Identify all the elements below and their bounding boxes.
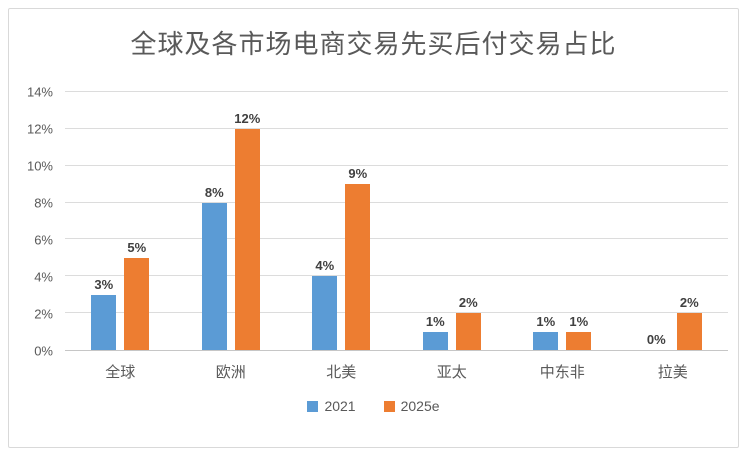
data-label: 0% xyxy=(646,332,666,347)
legend-item-2021: 2021 xyxy=(307,398,356,414)
legend-swatch xyxy=(383,400,395,412)
bar-slot: 9% xyxy=(345,92,371,350)
gridline xyxy=(65,127,728,129)
bar-slot: 2% xyxy=(676,92,702,350)
bar-slot: 8% xyxy=(201,92,227,350)
bar-2021 xyxy=(533,331,559,350)
bar-slot: 4% xyxy=(312,92,338,350)
bar-slot: 1% xyxy=(533,92,559,350)
data-label: 1% xyxy=(569,313,589,329)
y-tick-label: 8% xyxy=(34,195,53,211)
bar-groups: 3% 5% 8% 12% 4% 9% 1% 2% 1% 1% 0% 2% xyxy=(65,92,728,350)
bar-slot: 12% xyxy=(234,92,261,350)
y-tick-label: 10% xyxy=(26,158,53,174)
bar-slot: 0% xyxy=(644,92,669,350)
bar-2025e xyxy=(566,331,592,350)
bar-2025e xyxy=(124,257,150,350)
x-category-label: 拉美 xyxy=(657,364,688,381)
legend-label: 2025e xyxy=(400,398,440,414)
x-category-label: 中东非 xyxy=(539,364,585,381)
data-label: 12% xyxy=(234,110,261,126)
chart-figure: 全球及各市场电商交易先买后付交易占比 0% 2% 4% 6% 8% 10% 12% 14% 3… xyxy=(8,8,739,448)
bar-2021 xyxy=(201,202,227,350)
bar-group: 3% 5% xyxy=(65,92,176,350)
data-label: 3% xyxy=(94,276,114,292)
data-label: 5% xyxy=(127,239,147,255)
gridline xyxy=(65,275,728,277)
bar-slot: 2% xyxy=(455,92,481,350)
bar-slot: 1% xyxy=(422,92,448,350)
x-axis-labels: 全球 欧洲 北美 亚太 中东非 拉美 xyxy=(65,351,728,382)
x-category-label: 欧洲 xyxy=(215,364,246,381)
data-label: 2% xyxy=(679,295,699,311)
y-tick-label: 12% xyxy=(26,121,53,137)
data-label: 2% xyxy=(458,295,478,311)
legend-swatch xyxy=(307,400,319,412)
bar-group: 0% 2% xyxy=(618,92,729,350)
x-category-label: 北美 xyxy=(326,364,357,381)
gridline xyxy=(65,238,728,240)
legend: 2021 2025e xyxy=(9,398,738,414)
y-tick-label: 0% xyxy=(34,343,53,359)
bar-2025e xyxy=(455,313,481,350)
x-category-label: 亚太 xyxy=(436,364,467,381)
plot-column: 3% 5% 8% 12% 4% 9% 1% 2% 1% 1% 0% 2% 全球 欧洲 北美 亚太 中东非 拉美 xyxy=(65,91,728,382)
bar-slot: 3% xyxy=(91,92,117,350)
data-label: 9% xyxy=(348,166,368,182)
bar-group: 1% 2% xyxy=(397,92,508,350)
bar-2021 xyxy=(91,294,117,350)
bar-slot: 1% xyxy=(566,92,592,350)
gridline xyxy=(65,312,728,314)
plot-area: 3% 5% 8% 12% 4% 9% 1% 2% 1% 1% 0% 2% xyxy=(65,91,728,351)
bar-2021 xyxy=(422,331,448,350)
gridline xyxy=(65,91,728,92)
x-category-label: 全球 xyxy=(105,364,136,381)
bar-2025e xyxy=(234,128,260,350)
bar-2021 xyxy=(312,276,338,350)
y-axis: 0% 2% 4% 6% 8% 10% 12% 14% xyxy=(9,86,65,358)
data-label: 4% xyxy=(315,258,335,274)
bar-group: 1% 1% xyxy=(507,92,618,350)
legend-item-2025e: 2025e xyxy=(383,398,440,414)
chart-title: 全球及各市场电商交易先买后付交易占比 xyxy=(130,29,617,59)
data-label: 1% xyxy=(425,313,445,329)
y-tick-label: 6% xyxy=(34,232,53,248)
y-tick-label: 4% xyxy=(34,269,53,285)
gridline xyxy=(65,164,728,166)
bar-slot: 5% xyxy=(124,92,150,350)
data-label: 8% xyxy=(204,184,224,200)
bar-group: 4% 9% xyxy=(286,92,397,350)
legend-label: 2021 xyxy=(324,398,356,414)
bar-group: 8% 12% xyxy=(176,92,287,350)
data-label: 1% xyxy=(536,313,556,329)
bar-2025e xyxy=(676,313,702,350)
y-tick-label: 2% xyxy=(34,306,53,322)
gridline xyxy=(65,201,728,203)
y-tick-label: 14% xyxy=(26,84,53,100)
bar-2025e xyxy=(345,184,371,350)
chart-body: 0% 2% 4% 6% 8% 10% 12% 14% 3% 5% 8% 12% 4% 9% 1% 2% 1% 1… xyxy=(9,86,738,382)
